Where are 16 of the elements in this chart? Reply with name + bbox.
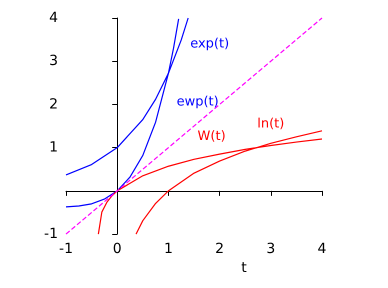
series-label: exp(t)	[190, 36, 230, 52]
x-tick-label: 2	[215, 241, 224, 258]
y-tick-label: 1	[49, 140, 58, 156]
x-axis-title: t	[241, 260, 248, 276]
x-tick-label: 4	[318, 241, 327, 258]
x-tick-label: 0	[112, 241, 122, 258]
series-label: ln(t)	[257, 116, 284, 132]
y-tick-label: 2	[49, 96, 58, 112]
series-label: ewp(t)	[176, 94, 219, 110]
y-tick-label: 4	[49, 10, 58, 26]
y-tick-label: 3	[49, 53, 58, 70]
series-label: W(t)	[198, 129, 226, 144]
y-tick-label: -1	[44, 226, 58, 242]
x-tick-label: 3	[266, 241, 276, 258]
x-tick-label: -1	[59, 241, 73, 258]
x-tick-label: 1	[164, 241, 173, 258]
